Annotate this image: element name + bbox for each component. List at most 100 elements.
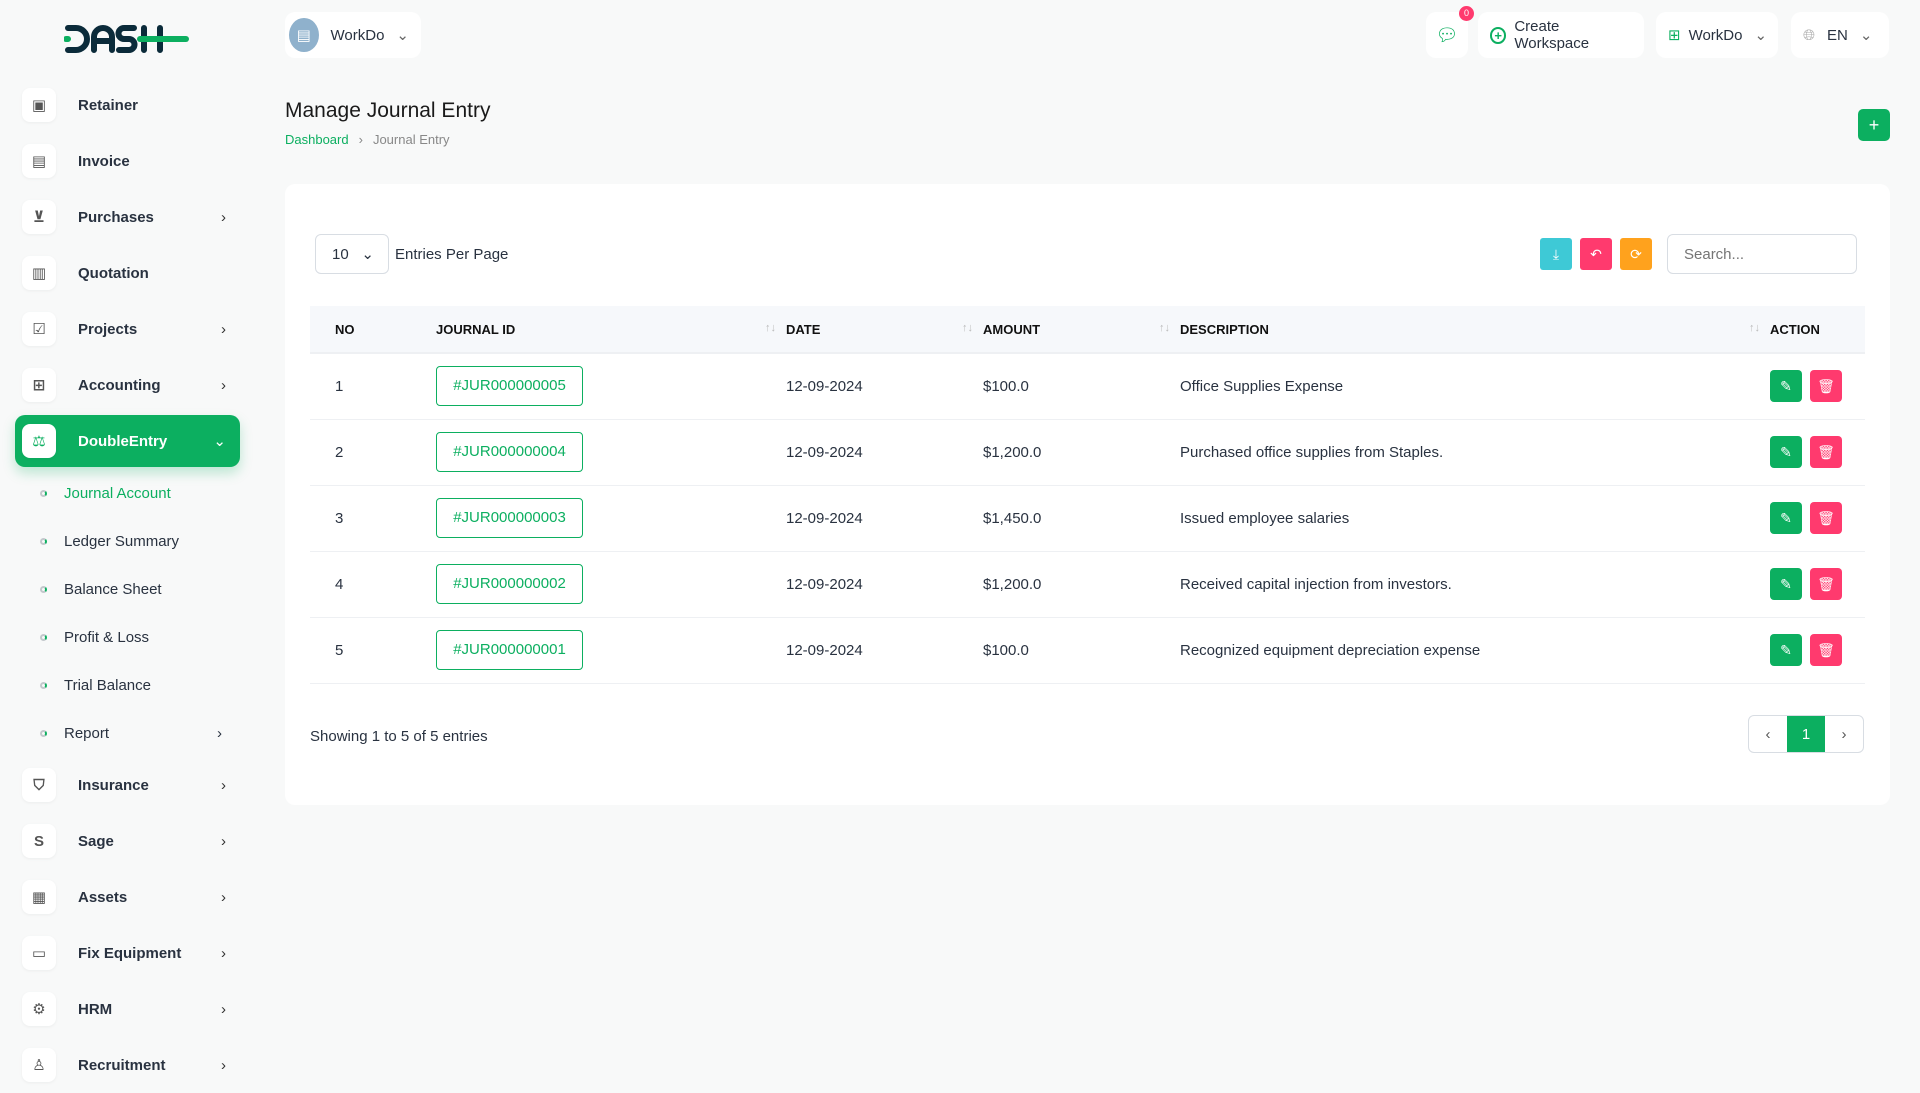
delete-button[interactable]: 🗑︎	[1810, 370, 1842, 403]
cell-date: 12-09-2024	[786, 551, 983, 618]
table-row: 5 #JUR000000001 12-09-2024 $100.0 Recogn…	[310, 617, 1865, 684]
entries-per-page-value: 10	[332, 245, 349, 263]
trash-icon: 🗑︎	[1817, 576, 1835, 592]
globe-icon: 🌐︎	[1803, 26, 1816, 44]
cell-description: Recognized equipment depreciation expens…	[1180, 617, 1770, 684]
user-workspace-dropdown[interactable]: ⊞ WorkDo ⌄	[1656, 12, 1778, 58]
column-label: DESCRIPTION	[1180, 321, 1269, 337]
sidebar-item-doubleentry[interactable]: ⚖ DoubleEntry ⌄	[15, 415, 240, 467]
breadcrumb-dashboard[interactable]: Dashboard	[285, 132, 349, 147]
sidebar-subitem-profit-loss[interactable]: Profit & Loss	[15, 613, 240, 661]
chevron-right-icon: ›	[221, 776, 226, 794]
undo-button[interactable]: ↶	[1580, 238, 1612, 270]
language-label: EN	[1827, 26, 1848, 44]
chevron-right-icon: ›	[221, 208, 226, 226]
sidebar-item-label: Recruitment	[78, 1056, 166, 1074]
sidebar-item-purchases[interactable]: ⊻ Purchases ›	[15, 189, 240, 245]
cell-no: 3	[310, 485, 436, 552]
sidebar-item-invoice[interactable]: ▤ Invoice	[15, 133, 240, 189]
sidebar-subitem-journal-account[interactable]: Journal Account	[15, 469, 240, 517]
cell-actions: ✎ 🗑︎	[1770, 485, 1865, 552]
search-input[interactable]	[1667, 234, 1857, 274]
column-header-description[interactable]: DESCRIPTION ↑↓	[1180, 306, 1770, 354]
journal-id-link[interactable]: #JUR000000001	[436, 630, 583, 670]
sidebar-item-quotation[interactable]: ▥ Quotation	[15, 245, 240, 301]
cell-journal-id: #JUR000000001	[436, 617, 786, 684]
cell-actions: ✎ 🗑︎	[1770, 419, 1865, 486]
sidebar-item-retainer[interactable]: ▣ Retainer	[15, 77, 240, 133]
sidebar-subitem-label: Report	[64, 724, 110, 742]
chevron-right-icon: ›	[221, 1000, 226, 1018]
cell-actions: ✎ 🗑︎	[1770, 617, 1865, 684]
edit-button[interactable]: ✎	[1770, 502, 1802, 534]
sidebar-item-projects[interactable]: ☑ Projects ›	[15, 301, 240, 357]
sidebar-item-label: HRM	[78, 1000, 113, 1018]
bullet-icon	[40, 585, 47, 593]
delete-button[interactable]: 🗑︎	[1810, 568, 1842, 600]
sidebar-item-accounting[interactable]: ⊞ Accounting ›	[15, 357, 240, 413]
column-header-journal-id[interactable]: JOURNAL ID ↑↓	[436, 306, 786, 354]
messages-button[interactable]: 💬︎ 0	[1426, 6, 1474, 58]
edit-button[interactable]: ✎	[1770, 436, 1802, 468]
previous-page-button[interactable]: ‹	[1765, 725, 1771, 743]
edit-button[interactable]: ✎	[1770, 568, 1802, 600]
sidebar-item-label: Invoice	[78, 152, 130, 170]
journal-id-link[interactable]: #JUR000000004	[436, 432, 583, 472]
journal-id-link[interactable]: #JUR000000002	[436, 564, 583, 604]
journal-id-link[interactable]: #JUR000000005	[436, 366, 583, 407]
cell-amount: $100.0	[983, 353, 1180, 420]
sidebar: ▣ Retainer ▤ Invoice ⊻ Purchases › ▥ Quotatio…	[0, 0, 250, 1082]
language-dropdown[interactable]: 🌐︎ EN ⌄	[1791, 12, 1889, 58]
sidebar-subitem-trial-balance[interactable]: Trial Balance	[15, 661, 240, 709]
sidebar-item-assets[interactable]: ▦ Assets ›	[15, 869, 240, 925]
sidebar-subitem-ledger-summary[interactable]: Ledger Summary	[15, 517, 240, 565]
refresh-icon: ⟳	[1630, 245, 1642, 262]
edit-button[interactable]: ✎	[1770, 634, 1802, 666]
delete-button[interactable]: 🗑︎	[1810, 436, 1842, 468]
sidebar-item-label: Fix Equipment	[78, 944, 182, 962]
table-row: 4 #JUR000000002 12-09-2024 $1,200.0 Rece…	[310, 551, 1865, 618]
showing-entries-text: Showing 1 to 5 of 5 entries	[310, 728, 488, 745]
sidebar-item-hrm[interactable]: ⚙ HRM ›	[15, 981, 240, 1037]
refresh-button[interactable]: ⟳	[1620, 238, 1652, 270]
workspace-switcher[interactable]: ▤ WorkDo ⌄	[285, 12, 421, 58]
sidebar-item-label: Assets	[78, 888, 128, 906]
sidebar-item-fix-equipment[interactable]: ▭ Fix Equipment ›	[15, 925, 240, 981]
column-header-date[interactable]: DATE ↑↓	[786, 306, 983, 354]
sidebar-subitem-balance-sheet[interactable]: Balance Sheet	[15, 565, 240, 613]
sidebar-item-recruitment[interactable]: ♙ Recruitment ›	[15, 1037, 240, 1093]
sort-icon: ↑↓	[1159, 321, 1170, 334]
sidebar-item-sage[interactable]: S Sage ›	[15, 813, 240, 869]
cell-no: 5	[310, 617, 436, 684]
column-header-amount[interactable]: AMOUNT ↑↓	[983, 306, 1180, 354]
breadcrumb-current: Journal Entry	[372, 132, 450, 147]
sidebar-item-insurance[interactable]: ⛉ Insurance ›	[15, 757, 240, 813]
chevron-right-icon: ›	[221, 944, 226, 962]
sidebar-subitem-report[interactable]: Report ›	[15, 709, 240, 757]
create-workspace-button[interactable]: + Create Workspace	[1478, 12, 1644, 58]
next-page-button[interactable]: ›	[1841, 725, 1847, 743]
column-header-no[interactable]: NO	[310, 306, 436, 354]
chevron-right-icon: ›	[221, 1056, 226, 1074]
add-journal-entry-button[interactable]: +	[1858, 109, 1890, 141]
edit-button[interactable]: ✎	[1770, 370, 1802, 403]
cell-journal-id: #JUR000000002	[436, 551, 786, 618]
delete-button[interactable]: 🗑︎	[1810, 502, 1842, 534]
notification-badge: 0	[1459, 6, 1474, 21]
grid-icon: ⊞	[22, 368, 56, 402]
page-title: Manage Journal Entry	[285, 99, 491, 122]
entries-per-page-select[interactable]: 10 ⌄	[315, 234, 389, 274]
plus-circle-icon: +	[1490, 26, 1507, 44]
delete-button[interactable]: 🗑︎	[1810, 634, 1842, 666]
scale-icon: ⚖	[22, 424, 56, 458]
sort-icon: ↑↓	[765, 321, 776, 334]
journal-entry-table: NO JOURNAL ID ↑↓ DATE ↑↓ AMOUNT ↑↓ DESCRIPT…	[310, 306, 1865, 684]
table-row: 3 #JUR000000003 12-09-2024 $1,450.0 Issu…	[310, 485, 1865, 552]
sidebar-subitem-label: Balance Sheet	[64, 580, 162, 598]
cell-no: 2	[310, 419, 436, 486]
sidebar-subitem-label: Ledger Summary	[64, 532, 180, 550]
dash-logo[interactable]	[63, 24, 190, 58]
page-button[interactable]: 1	[1787, 716, 1825, 752]
export-button[interactable]: ⤓	[1540, 238, 1572, 270]
journal-id-link[interactable]: #JUR000000003	[436, 498, 583, 538]
